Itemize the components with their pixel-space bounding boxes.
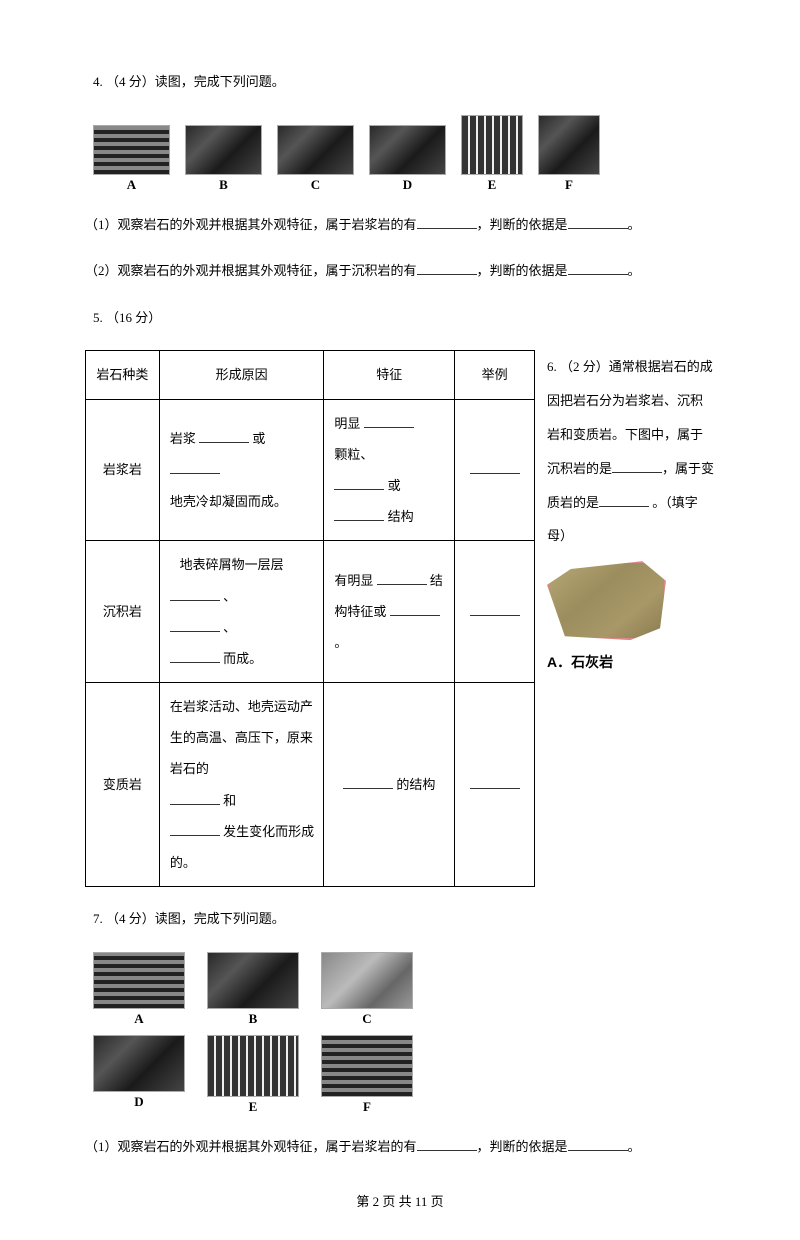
q4-image-row: A B C D E F [93, 115, 715, 193]
blank[interactable] [612, 458, 662, 473]
blank[interactable] [417, 214, 477, 229]
blank[interactable] [343, 774, 393, 789]
rock-a: A [93, 952, 185, 1027]
rock-d: D [369, 125, 446, 193]
rock-c: C [277, 125, 354, 193]
blank[interactable] [390, 601, 440, 616]
blank[interactable] [334, 506, 384, 521]
q6-column: 6. （2 分）通常根据岩石的成因把岩石分为岩浆岩、沉积岩和变质岩。下图中，属于… [547, 350, 715, 680]
blank[interactable] [568, 260, 628, 275]
q7-part1: （1）观察岩石的外观并根据其外观特征，属于岩浆岩的有，判断的依据是。 [85, 1133, 715, 1162]
blank[interactable] [599, 492, 649, 507]
table-row-sedimentary: 沉积岩 地表碎屑物一层层 、 、 而成。 有明显 结构特征或 。 [86, 541, 535, 683]
blank[interactable] [364, 413, 414, 428]
q4-part1: （1）观察岩石的外观并根据其外观特征，属于岩浆岩的有，判断的依据是。 [85, 211, 715, 240]
rock-a: A [93, 125, 170, 193]
table-header-row: 岩石种类 形成原因 特征 举例 [86, 351, 535, 399]
rock-c: C [321, 952, 413, 1027]
rock-b: B [185, 125, 262, 193]
rock-f: F [321, 1035, 413, 1115]
rock-e: E [461, 115, 523, 193]
q7-image-grid: A B C D E F [93, 952, 715, 1115]
blank[interactable] [199, 428, 249, 443]
blank[interactable] [568, 1136, 628, 1151]
q7-header: 7. （4 分）读图，完成下列问题。 [93, 905, 715, 934]
blank[interactable] [470, 774, 520, 789]
blank[interactable] [417, 260, 477, 275]
rock-f: F [538, 115, 600, 193]
page-footer: 第 2 页 共 11 页 [85, 1191, 715, 1210]
q5-q6-row: 岩石种类 形成原因 特征 举例 岩浆岩 岩浆 或 地壳冷却凝固而成。 明显 颗粒… [85, 350, 715, 887]
blank[interactable] [417, 1136, 477, 1151]
blank[interactable] [334, 475, 384, 490]
blank[interactable] [170, 821, 220, 836]
limestone-image [547, 561, 666, 640]
rock-table: 岩石种类 形成原因 特征 举例 岩浆岩 岩浆 或 地壳冷却凝固而成。 明显 颗粒… [85, 350, 535, 887]
table-row-metamorphic: 变质岩 在岩浆活动、地壳运动产生的高温、高压下，原来岩石的 和 发生变化而形成的… [86, 683, 535, 887]
rock-b: B [207, 952, 299, 1027]
th-cause: 形成原因 [159, 351, 323, 399]
q4-header: 4. （4 分）读图，完成下列问题。 [93, 68, 715, 97]
limestone-caption: A．石灰岩 [547, 644, 715, 680]
rock-d: D [93, 1035, 185, 1115]
blank[interactable] [170, 459, 220, 474]
th-type: 岩石种类 [86, 351, 160, 399]
blank[interactable] [568, 214, 628, 229]
q4-part2: （2）观察岩石的外观并根据其外观特征，属于沉积岩的有，判断的依据是。 [85, 257, 715, 286]
blank[interactable] [170, 586, 220, 601]
blank[interactable] [170, 617, 220, 632]
blank[interactable] [470, 459, 520, 474]
th-feature: 特征 [324, 351, 455, 399]
table-row-igneous: 岩浆岩 岩浆 或 地壳冷却凝固而成。 明显 颗粒、 或 结构 [86, 399, 535, 541]
blank[interactable] [377, 570, 427, 585]
page: 4. （4 分）读图，完成下列问题。 A B C D E F （1）观察岩石的外… [0, 0, 800, 1240]
q5-header: 5. （16 分） [93, 304, 715, 333]
rock-e: E [207, 1035, 299, 1115]
blank[interactable] [170, 648, 220, 663]
blank[interactable] [170, 790, 220, 805]
th-example: 举例 [455, 351, 535, 399]
blank[interactable] [470, 601, 520, 616]
